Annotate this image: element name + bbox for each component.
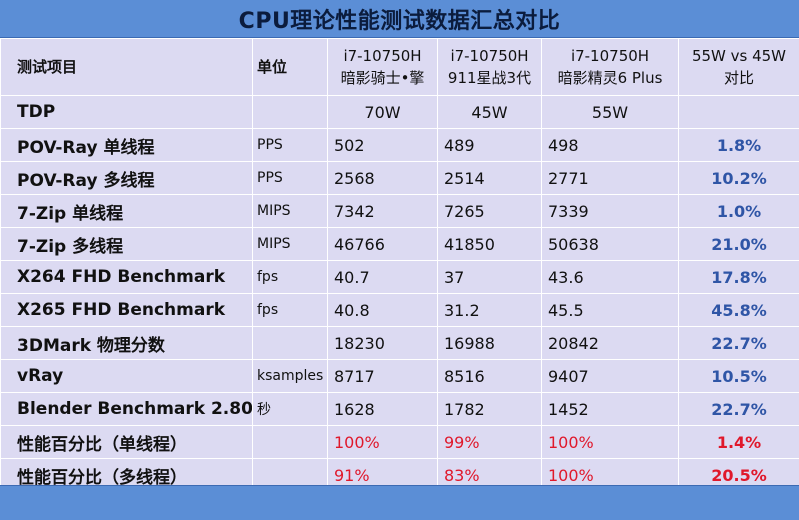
value-col-1: 8717 (327, 359, 438, 393)
value-col-1: 1628 (327, 392, 438, 426)
compare-ratio: 21.0% (678, 227, 799, 261)
table-row: POV-Ray 单线程 PPS 502 489 498 1.8% (0, 128, 799, 162)
header-col-2-model: 911星战3代 (447, 69, 532, 87)
compare-ratio: 10.5% (678, 359, 799, 393)
tdp-value-3: 55W (541, 95, 679, 129)
header-item: 测试项目 (0, 38, 253, 96)
value-col-2: 41850 (437, 227, 542, 261)
table-row: 3DMark 物理分数 18230 16988 20842 22.7% (0, 326, 799, 360)
test-unit (252, 425, 328, 459)
title-bar: CPU理论性能测试数据汇总对比 (0, 0, 799, 38)
value-col-3: 50638 (541, 227, 679, 261)
value-col-1: 18230 (327, 326, 438, 360)
value-col-1: 40.7 (327, 260, 438, 294)
test-unit: fps (252, 260, 328, 294)
test-unit: PPS (252, 161, 328, 195)
tdp-value-1: 70W (327, 95, 438, 129)
tdp-ratio (678, 95, 799, 129)
value-col-2: 99% (437, 425, 542, 459)
value-col-3: 100% (541, 425, 679, 459)
header-col-2-cpu: i7-10750H (450, 47, 529, 65)
value-col-2: 16988 (437, 326, 542, 360)
value-col-1: 7342 (327, 194, 438, 228)
test-name: POV-Ray 单线程 (0, 128, 253, 162)
table-row: 7-Zip 单线程 MIPS 7342 7265 7339 1.0% (0, 194, 799, 228)
value-col-2: 8516 (437, 359, 542, 393)
page-title: CPU理论性能测试数据汇总对比 (238, 8, 561, 34)
test-name: 3DMark 物理分数 (0, 326, 253, 360)
test-unit: 秒 (252, 392, 328, 426)
comparison-table: 测试项目 单位 i7-10750H 暗影骑士•擎 i7-10750H 911星战… (0, 38, 799, 492)
compare-ratio: 1.4% (678, 425, 799, 459)
compare-ratio: 45.8% (678, 293, 799, 327)
table-row: vRay ksamples 8717 8516 9407 10.5% (0, 359, 799, 393)
header-col-3: i7-10750H 暗影精灵6 Plus (541, 38, 679, 96)
value-col-2: 2514 (437, 161, 542, 195)
test-unit (252, 326, 328, 360)
tdp-label: TDP (0, 95, 253, 129)
test-name: 性能百分比（单线程） (0, 425, 253, 459)
table-header-row: 测试项目 单位 i7-10750H 暗影骑士•擎 i7-10750H 911星战… (0, 38, 799, 96)
header-col-2: i7-10750H 911星战3代 (437, 38, 542, 96)
test-name: Blender Benchmark 2.80 (0, 392, 253, 426)
compare-ratio: 22.7% (678, 326, 799, 360)
footer-bar (0, 485, 799, 520)
tdp-unit (252, 95, 328, 129)
test-name: 7-Zip 单线程 (0, 194, 253, 228)
compare-ratio: 1.8% (678, 128, 799, 162)
value-col-3: 45.5 (541, 293, 679, 327)
test-unit: fps (252, 293, 328, 327)
test-unit: MIPS (252, 227, 328, 261)
compare-ratio: 10.2% (678, 161, 799, 195)
value-col-3: 9407 (541, 359, 679, 393)
table-row: 7-Zip 多线程 MIPS 46766 41850 50638 21.0% (0, 227, 799, 261)
test-unit: ksamples (252, 359, 328, 393)
test-name: X265 FHD Benchmark (0, 293, 253, 327)
test-name: vRay (0, 359, 253, 393)
value-col-3: 7339 (541, 194, 679, 228)
table-row: X264 FHD Benchmark fps 40.7 37 43.6 17.8% (0, 260, 799, 294)
value-col-1: 2568 (327, 161, 438, 195)
header-col-1: i7-10750H 暗影骑士•擎 (327, 38, 438, 96)
table-row: 性能百分比（单线程） 100% 99% 100% 1.4% (0, 425, 799, 459)
header-unit: 单位 (252, 38, 328, 96)
compare-ratio: 22.7% (678, 392, 799, 426)
value-col-3: 498 (541, 128, 679, 162)
test-unit: MIPS (252, 194, 328, 228)
value-col-2: 1782 (437, 392, 542, 426)
value-col-3: 20842 (541, 326, 679, 360)
test-name: 7-Zip 多线程 (0, 227, 253, 261)
test-name: POV-Ray 多线程 (0, 161, 253, 195)
value-col-2: 37 (437, 260, 542, 294)
header-col-3-cpu: i7-10750H (570, 47, 650, 65)
value-col-2: 489 (437, 128, 542, 162)
value-col-1: 502 (327, 128, 438, 162)
header-col-compare: 55W vs 45W 对比 (678, 38, 799, 96)
table-row: X265 FHD Benchmark fps 40.8 31.2 45.5 45.8% (0, 293, 799, 327)
value-col-3: 43.6 (541, 260, 679, 294)
test-unit: PPS (252, 128, 328, 162)
value-col-2: 31.2 (437, 293, 542, 327)
test-name: X264 FHD Benchmark (0, 260, 253, 294)
header-col-1-cpu: i7-10750H (343, 47, 422, 65)
tdp-value-2: 45W (437, 95, 542, 129)
value-col-1: 100% (327, 425, 438, 459)
value-col-1: 40.8 (327, 293, 438, 327)
value-col-2: 7265 (437, 194, 542, 228)
value-col-1: 46766 (327, 227, 438, 261)
compare-ratio: 17.8% (678, 260, 799, 294)
header-col-3-model: 暗影精灵6 Plus (557, 69, 663, 87)
value-col-3: 2771 (541, 161, 679, 195)
table-row: Blender Benchmark 2.80 秒 1628 1782 1452 22.7% (0, 392, 799, 426)
compare-ratio: 1.0% (678, 194, 799, 228)
tdp-row: TDP 70W 45W 55W (0, 95, 799, 129)
value-col-3: 1452 (541, 392, 679, 426)
header-compare-line2: 对比 (723, 69, 754, 87)
header-col-1-model: 暗影骑士•擎 (340, 69, 425, 87)
header-compare-line1: 55W vs 45W (691, 47, 787, 65)
table-row: POV-Ray 多线程 PPS 2568 2514 2771 10.2% (0, 161, 799, 195)
